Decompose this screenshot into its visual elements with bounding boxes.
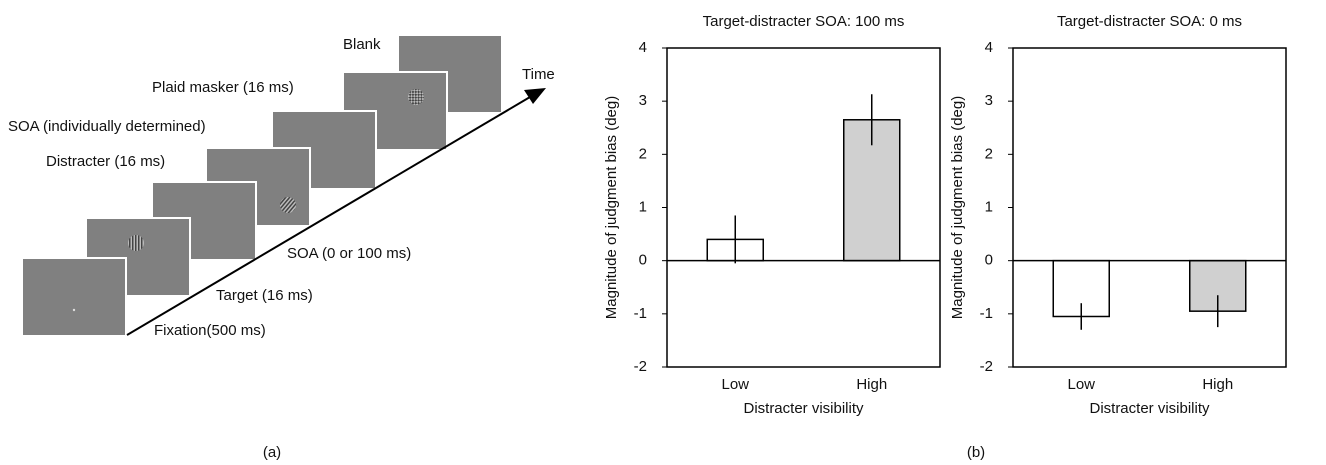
y-tick-label: 1 bbox=[985, 198, 993, 215]
distracter-grating bbox=[280, 197, 296, 213]
y-tick-label: -1 bbox=[980, 305, 993, 322]
step-label: Target (16 ms) bbox=[216, 287, 313, 304]
step-label: Fixation(500 ms) bbox=[154, 322, 266, 339]
panel-label: (a) bbox=[263, 444, 281, 461]
y-tick-label: -1 bbox=[634, 305, 647, 322]
y-tick-label: 2 bbox=[639, 145, 647, 162]
arrow-head bbox=[524, 88, 546, 104]
y-tick-label: 4 bbox=[639, 39, 647, 56]
y-tick-label: 0 bbox=[985, 252, 993, 269]
step-label: Plaid masker (16 ms) bbox=[152, 79, 294, 96]
y-tick-label: -2 bbox=[980, 358, 993, 375]
frame-fixation bbox=[21, 257, 127, 337]
y-tick-label: 3 bbox=[985, 92, 993, 109]
y-tick-label: 1 bbox=[639, 198, 647, 215]
chart-title: Target-distracter SOA: 0 ms bbox=[1057, 13, 1242, 30]
x-tick-label: High bbox=[1202, 376, 1233, 393]
step-label: Distracter (16 ms) bbox=[46, 153, 165, 170]
step-label: SOA (0 or 100 ms) bbox=[287, 245, 411, 262]
chart-title: Target-distracter SOA: 100 ms bbox=[703, 13, 905, 30]
y-tick-label: 4 bbox=[985, 39, 993, 56]
x-axis-label: Distracter visibility bbox=[1089, 400, 1210, 417]
trial-sequence: Time Blank Plaid masker (16 ms) SOA (ind… bbox=[8, 34, 985, 461]
y-tick-label: 0 bbox=[639, 252, 647, 269]
time-label: Time bbox=[522, 66, 555, 83]
y-tick-label: 2 bbox=[985, 145, 993, 162]
y-axis-label: Magnitude of judgment bias (deg) bbox=[949, 96, 966, 319]
x-tick-label: Low bbox=[1067, 376, 1095, 393]
step-label: SOA (individually determined) bbox=[8, 118, 206, 135]
x-tick-label: Low bbox=[721, 376, 749, 393]
plaid bbox=[408, 89, 424, 105]
x-tick-label: High bbox=[856, 376, 887, 393]
step-label: Blank bbox=[343, 36, 381, 53]
fixation-dot bbox=[72, 308, 76, 312]
y-tick-label: 3 bbox=[639, 92, 647, 109]
y-axis-label: Magnitude of judgment bias (deg) bbox=[603, 96, 620, 319]
panel-label: (b) bbox=[967, 444, 985, 461]
y-tick-label: -2 bbox=[634, 358, 647, 375]
x-axis-label: Distracter visibility bbox=[743, 400, 864, 417]
time-arrow bbox=[126, 96, 531, 336]
target-grating bbox=[128, 235, 144, 251]
plot-frame bbox=[1012, 47, 1287, 368]
